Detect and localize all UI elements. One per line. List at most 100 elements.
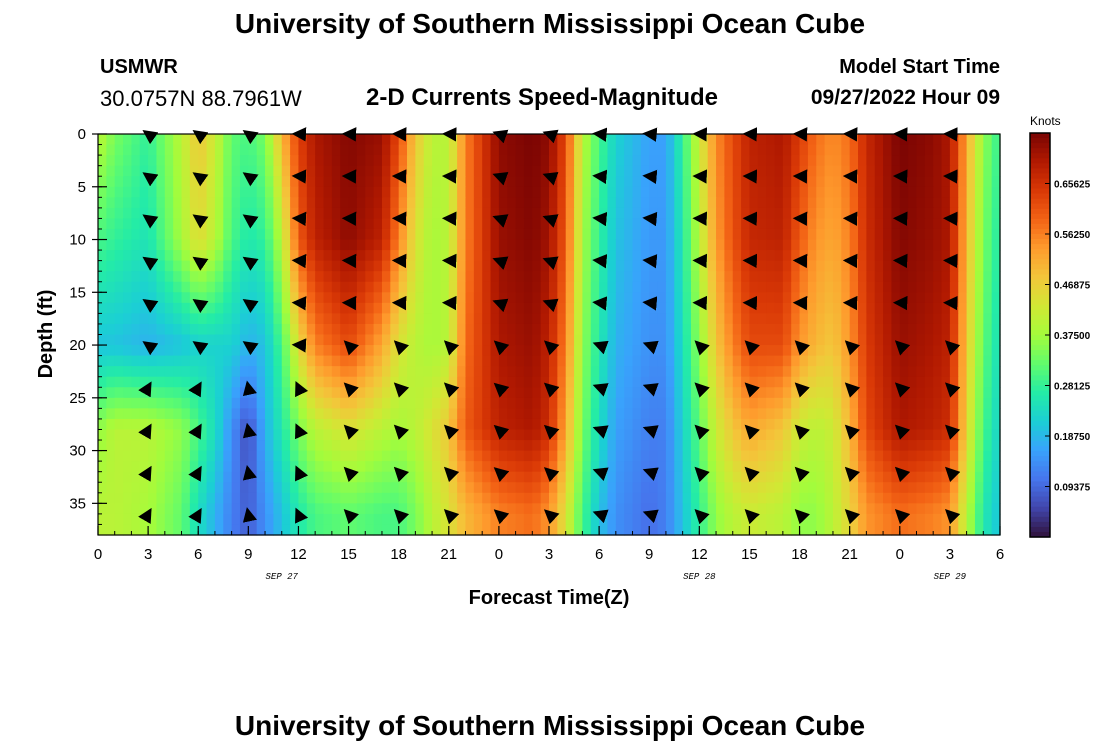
heatmap-cell xyxy=(557,440,567,452)
colorbar-swatch xyxy=(1030,168,1050,174)
heatmap-cell xyxy=(206,440,216,452)
heatmap-cell xyxy=(899,492,909,504)
heatmap-cell xyxy=(507,355,517,367)
heatmap-cell xyxy=(615,323,625,336)
heatmap-cell xyxy=(290,429,300,441)
heatmap-cell xyxy=(423,503,433,515)
heatmap-cell xyxy=(674,134,684,146)
heatmap-cell xyxy=(707,134,717,146)
heatmap-cell xyxy=(373,355,383,367)
heatmap-cell xyxy=(574,429,584,441)
heatmap-cell xyxy=(482,313,492,325)
heatmap-cell xyxy=(114,345,124,357)
heatmap-cell xyxy=(131,397,141,409)
heatmap-cell xyxy=(574,418,584,431)
heatmap-cell xyxy=(958,408,968,420)
heatmap-cell xyxy=(741,271,751,283)
heatmap-cell xyxy=(231,524,241,536)
heatmap-cell xyxy=(256,355,266,367)
heatmap-cell xyxy=(899,302,909,314)
heatmap-cell xyxy=(607,429,617,441)
heatmap-cell xyxy=(523,397,533,409)
heatmap-cell xyxy=(574,144,584,156)
heatmap-cell xyxy=(457,165,467,177)
heatmap-cell xyxy=(791,408,801,420)
heatmap-cell xyxy=(732,281,742,293)
heatmap-cell xyxy=(281,355,291,367)
colorbar-swatch xyxy=(1030,461,1050,467)
heatmap-cell xyxy=(432,450,442,462)
heatmap-cell xyxy=(657,408,667,420)
heatmap-cell xyxy=(256,239,266,251)
heatmap-cell xyxy=(415,176,425,188)
heatmap-cell xyxy=(256,429,266,441)
heatmap-cell xyxy=(465,155,475,167)
heatmap-cell xyxy=(398,144,408,156)
current-arrow xyxy=(894,382,911,398)
heatmap-cell xyxy=(665,302,675,314)
heatmap-cell xyxy=(908,334,918,346)
heatmap-cell xyxy=(883,492,893,504)
current-arrow xyxy=(794,340,810,356)
heatmap-cell xyxy=(908,397,918,409)
heatmap-cell xyxy=(315,440,325,452)
heatmap-cell xyxy=(323,513,333,526)
heatmap-cell xyxy=(549,440,558,452)
heatmap-cell xyxy=(373,323,383,336)
heatmap-cell xyxy=(724,387,734,399)
heatmap-cell xyxy=(866,144,876,156)
heatmap-cell xyxy=(256,408,266,420)
heatmap-cell xyxy=(874,144,884,156)
heatmap-cell xyxy=(540,323,550,336)
heatmap-cell xyxy=(423,408,433,420)
heatmap-cell xyxy=(607,408,617,420)
heatmap-cell xyxy=(189,207,199,220)
heatmap-cell xyxy=(849,186,859,198)
heatmap-cell xyxy=(281,239,291,251)
heatmap-cell xyxy=(298,134,308,146)
heatmap-cell xyxy=(582,440,592,452)
heatmap-cell xyxy=(340,355,350,367)
heatmap-cell xyxy=(849,134,859,146)
heatmap-cell xyxy=(782,334,792,346)
heatmap-cell xyxy=(114,503,124,515)
heatmap-cell xyxy=(331,250,341,262)
heatmap-cell xyxy=(774,397,784,409)
heatmap-cell xyxy=(407,144,416,156)
heatmap-cell xyxy=(256,134,266,146)
heatmap-cell xyxy=(407,366,416,378)
heatmap-cell xyxy=(816,186,826,198)
heatmap-cell xyxy=(682,440,692,452)
heatmap-cell xyxy=(607,144,617,156)
heatmap-cell xyxy=(933,492,943,504)
heatmap-cell xyxy=(206,186,216,198)
heatmap-cell xyxy=(390,334,400,346)
heatmap-cell xyxy=(874,176,884,188)
heatmap-cell xyxy=(248,376,258,388)
heatmap-cell xyxy=(265,440,274,452)
heatmap-cell xyxy=(315,429,325,441)
heatmap-cell xyxy=(991,513,1001,526)
heatmap-cell xyxy=(858,207,867,220)
heatmap-cell xyxy=(791,418,801,431)
heatmap-cell xyxy=(223,302,233,314)
heatmap-cell xyxy=(214,250,224,262)
heatmap-cell xyxy=(574,239,584,251)
heatmap-cell xyxy=(866,197,876,209)
heatmap-cell xyxy=(223,165,233,177)
heatmap-cell xyxy=(916,313,926,325)
heatmap-cell xyxy=(131,334,141,346)
heatmap-cell xyxy=(231,503,241,515)
heatmap-cell xyxy=(181,155,191,167)
heatmap-cell xyxy=(974,397,984,409)
heatmap-cell xyxy=(549,503,558,515)
heatmap-cell xyxy=(766,355,776,367)
heatmap-cell xyxy=(732,387,742,399)
heatmap-cell xyxy=(265,461,274,473)
heatmap-cell xyxy=(423,418,433,431)
heatmap-cell xyxy=(131,524,141,536)
heatmap-cell xyxy=(958,260,968,272)
heatmap-cell xyxy=(640,482,650,494)
heatmap-cell xyxy=(665,197,675,209)
heatmap-cell xyxy=(189,165,199,177)
